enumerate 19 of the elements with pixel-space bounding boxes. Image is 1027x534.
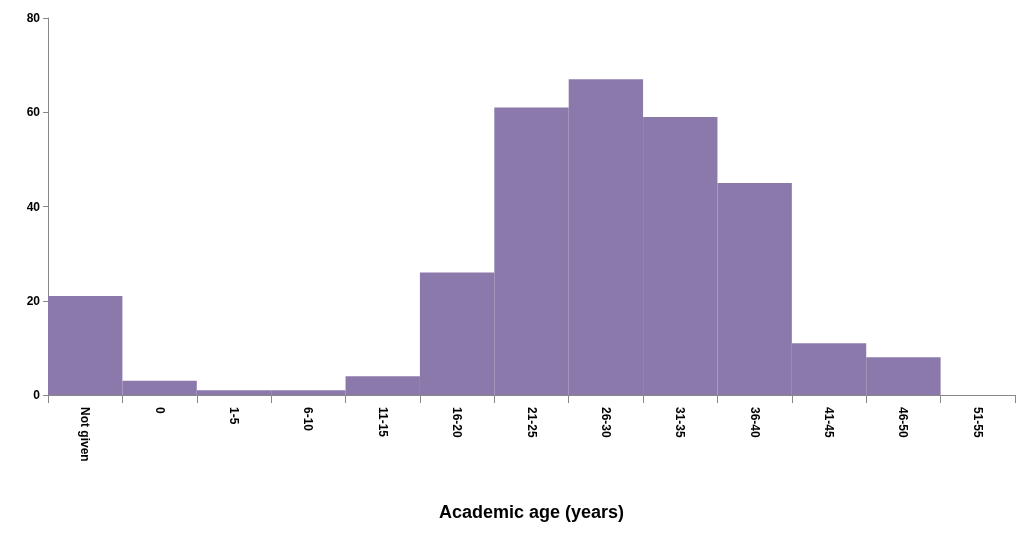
y-tick-label: 20 [26, 293, 41, 308]
y-tick-label: 80 [26, 11, 41, 25]
y-tick-label: 0 [33, 388, 41, 402]
y-tick-label: 40 [26, 199, 41, 214]
x-tick-label: 21-25 [524, 407, 539, 439]
x-tick-label: 36-40 [747, 407, 762, 439]
x-tick-label: 1-5 [226, 407, 241, 425]
x-tick-label: 26-30 [598, 407, 613, 439]
x-tick-label: Not given [78, 407, 93, 462]
x-tick-label: 0 [152, 407, 167, 414]
x-tick-label: 46-50 [896, 407, 911, 439]
x-tick-label: 41-45 [822, 407, 837, 439]
x-tick-label: 6-10 [301, 407, 316, 432]
x-axis-title: Academic age (years) [438, 502, 625, 522]
x-tick-label: 51-55 [970, 407, 985, 439]
x-tick-label: 16-20 [450, 407, 465, 439]
x-tick-label: 31-35 [673, 407, 688, 439]
x-tick-label: 11-15 [375, 407, 390, 438]
y-tick-label: 60 [26, 105, 41, 120]
